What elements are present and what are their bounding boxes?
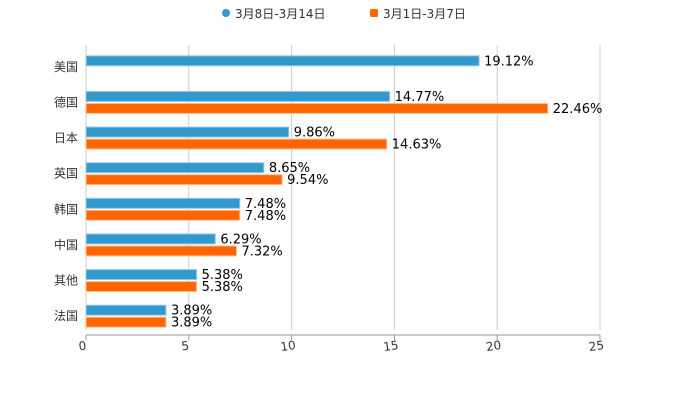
category-label: 日本 bbox=[54, 131, 78, 145]
category-label: 韩国 bbox=[54, 201, 78, 216]
bar-week1 bbox=[85, 209, 241, 221]
data-label: 9.86% bbox=[294, 126, 335, 141]
x-tick-label: 25 bbox=[588, 338, 605, 354]
bar-week1 bbox=[85, 138, 388, 150]
bar-week2 bbox=[85, 304, 167, 316]
category-label: 英国 bbox=[54, 167, 78, 181]
bar-week1 bbox=[85, 174, 283, 186]
bar-week2 bbox=[85, 90, 391, 102]
bar-week2 bbox=[85, 55, 480, 67]
bar-week1 bbox=[85, 102, 549, 114]
data-label: 6.29% bbox=[220, 232, 261, 247]
data-label: 19.12% bbox=[484, 54, 534, 69]
category-label: 美国 bbox=[54, 60, 78, 74]
x-tick-label: 15 bbox=[382, 338, 399, 354]
legend-marker bbox=[370, 9, 378, 17]
legend-label: 3月1日-3月7日 bbox=[383, 7, 466, 21]
data-label: 22.46% bbox=[553, 102, 603, 117]
data-label: 7.48% bbox=[245, 197, 286, 212]
data-label: 7.48% bbox=[245, 209, 286, 224]
data-label: 8.65% bbox=[269, 161, 310, 176]
x-tick-label: 5 bbox=[180, 339, 190, 354]
bar-week2 bbox=[85, 197, 241, 209]
bar-week1 bbox=[85, 245, 237, 257]
data-label: 5.38% bbox=[202, 280, 243, 295]
x-tick-label: 10 bbox=[280, 338, 297, 354]
data-label: 9.54% bbox=[287, 173, 328, 188]
x-tick-label: 20 bbox=[485, 338, 502, 354]
data-label: 3.89% bbox=[171, 304, 212, 319]
legend-label: 3月8日-3月14日 bbox=[235, 7, 326, 21]
category-label: 中国 bbox=[54, 237, 78, 252]
data-label: 14.63% bbox=[392, 138, 442, 153]
bar-week2 bbox=[85, 269, 198, 281]
bar-week1 bbox=[85, 316, 167, 328]
data-label: 7.32% bbox=[241, 244, 282, 259]
x-tick-label: 0 bbox=[78, 339, 88, 354]
category-label: 法国 bbox=[54, 309, 78, 323]
legend-marker bbox=[222, 9, 230, 17]
data-label: 3.89% bbox=[171, 316, 212, 331]
bar-week2 bbox=[85, 126, 290, 138]
bar-week1 bbox=[85, 281, 198, 293]
category-label: 其他 bbox=[54, 274, 78, 288]
data-label: 14.77% bbox=[395, 90, 445, 105]
category-label: 德国 bbox=[54, 94, 78, 109]
data-label: 5.38% bbox=[202, 268, 243, 283]
bar-week2 bbox=[85, 233, 216, 245]
bar-week2 bbox=[85, 162, 265, 174]
